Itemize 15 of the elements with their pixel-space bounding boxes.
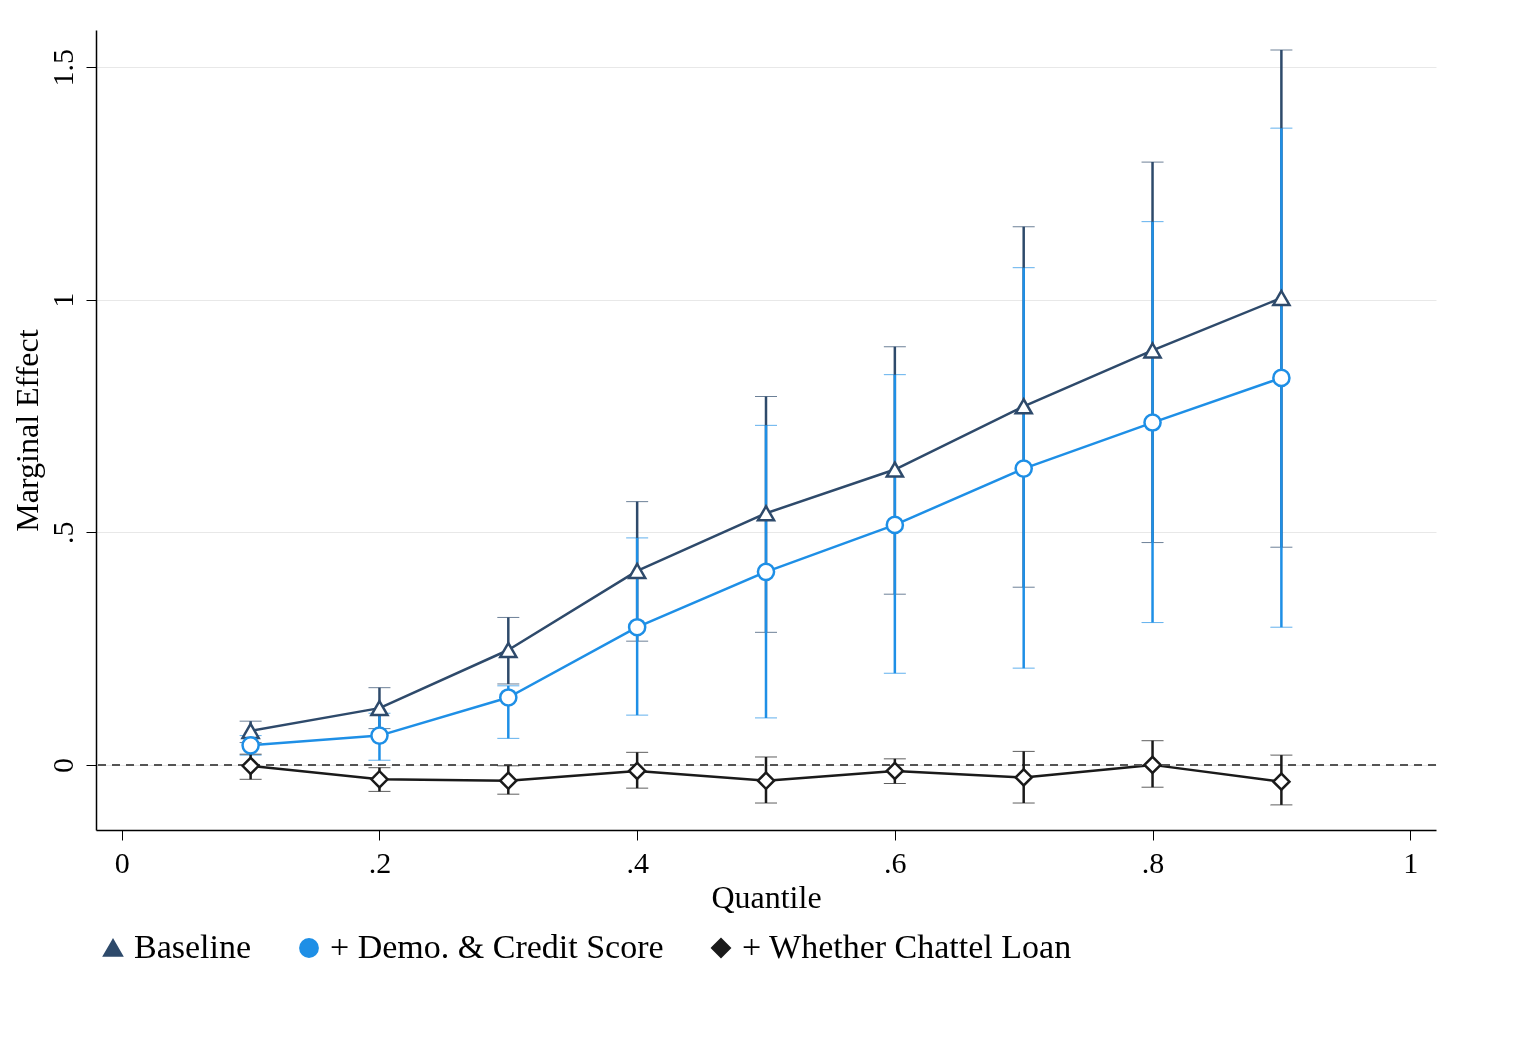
legend-label: + Demo. & Credit Score	[330, 928, 664, 965]
x-tick-label: 1	[1403, 845, 1419, 879]
y-tick-label: 1.5	[45, 48, 79, 87]
legend-label: + Whether Chattel Loan	[742, 928, 1072, 965]
y-tick-label: 1	[45, 292, 79, 308]
y-tick-label: .5	[45, 521, 79, 545]
x-tick-label: 0	[114, 845, 130, 879]
x-tick-label: .8	[1141, 845, 1165, 879]
y-axis-title: Marginal Effect	[8, 329, 45, 532]
x-tick-label: .6	[884, 845, 907, 879]
x-tick-label: .4	[626, 845, 649, 879]
y-tick-label: 0	[45, 757, 79, 773]
x-axis-title: Quantile	[711, 878, 822, 915]
legend-label: Baseline	[134, 928, 252, 965]
x-tick-label: .2	[368, 845, 392, 879]
